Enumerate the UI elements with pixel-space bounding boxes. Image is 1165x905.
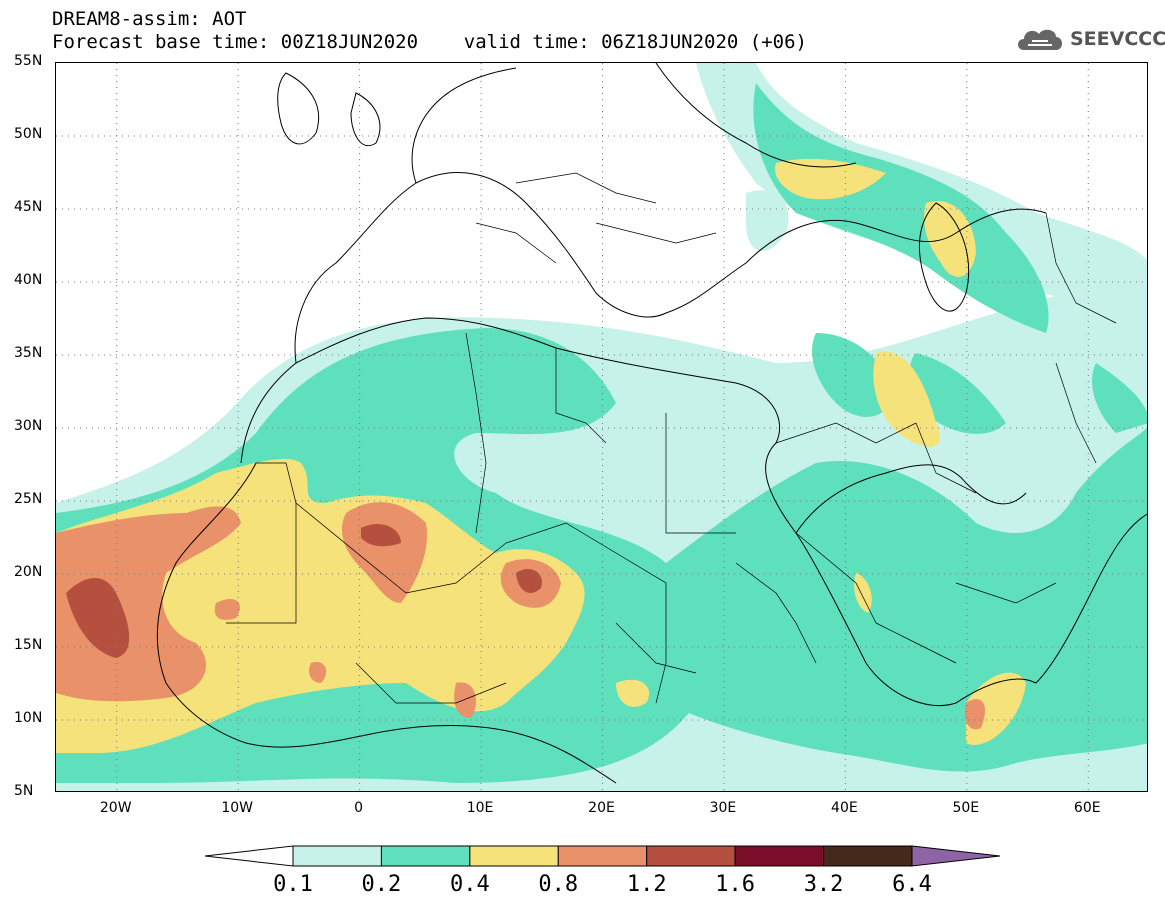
lat-label: 55N	[14, 53, 43, 69]
colorbar-swatch	[823, 845, 913, 867]
lat-label: 20N	[14, 564, 43, 580]
lon-label: 0	[354, 800, 364, 816]
aot-field-layer	[56, 63, 1147, 791]
forecast-time-line: Forecast base time: 00Z18JUN2020 valid t…	[52, 31, 807, 53]
lat-label: 15N	[14, 637, 43, 653]
lat-label: 35N	[14, 345, 43, 361]
colorbar-over-triangle	[911, 845, 1000, 867]
aot-band-1.2-1.6	[66, 523, 542, 658]
colorbar-swatch	[292, 845, 382, 867]
colorbar-swatch	[469, 845, 559, 867]
lon-label: 40E	[831, 800, 858, 816]
lat-label: 25N	[14, 491, 43, 507]
colorbar-swatch	[646, 845, 736, 867]
colorbar-swatch	[380, 845, 471, 867]
lon-label: 20E	[588, 800, 615, 816]
colorbar-label: 0.8	[538, 872, 579, 897]
lon-label: 50E	[952, 800, 980, 816]
colorbar-label: 3.2	[803, 872, 844, 897]
map-title: DREAM8-assim: AOT	[52, 8, 247, 30]
colorbar-label: 1.2	[626, 872, 667, 897]
graticule-lines	[56, 63, 1147, 791]
colorbar-label: 0.1	[273, 872, 313, 897]
aot-map	[55, 62, 1148, 792]
colorbar-label: 1.6	[715, 872, 756, 897]
lat-label: 40N	[14, 272, 43, 288]
lat-label: 5N	[14, 783, 34, 799]
colorbar-label: 0.2	[361, 872, 402, 897]
lon-label: 10W	[221, 800, 253, 816]
colorbar-swatch	[734, 845, 825, 867]
colorbar-label: 6.4	[892, 872, 932, 897]
lon-label: 30E	[709, 800, 737, 816]
aot-colorbar	[205, 845, 1000, 867]
country-borders	[226, 172, 1117, 704]
cloud-icon	[1018, 29, 1062, 50]
seevccc-logo: SEEVCCC	[1014, 22, 1165, 56]
lat-label: 50N	[14, 126, 43, 142]
lon-label: 60E	[1073, 800, 1101, 816]
lon-label: 10E	[466, 800, 494, 816]
lat-label: 10N	[14, 710, 43, 726]
lat-label: 30N	[14, 418, 43, 434]
lon-label: 20W	[99, 800, 132, 816]
coastlines	[156, 63, 1147, 784]
logo-text: SEEVCCC	[1070, 28, 1165, 50]
colorbar-under-triangle	[205, 845, 294, 867]
colorbar-swatch	[557, 845, 648, 867]
lat-label: 45N	[14, 199, 43, 215]
colorbar-label: 0.4	[449, 872, 490, 897]
